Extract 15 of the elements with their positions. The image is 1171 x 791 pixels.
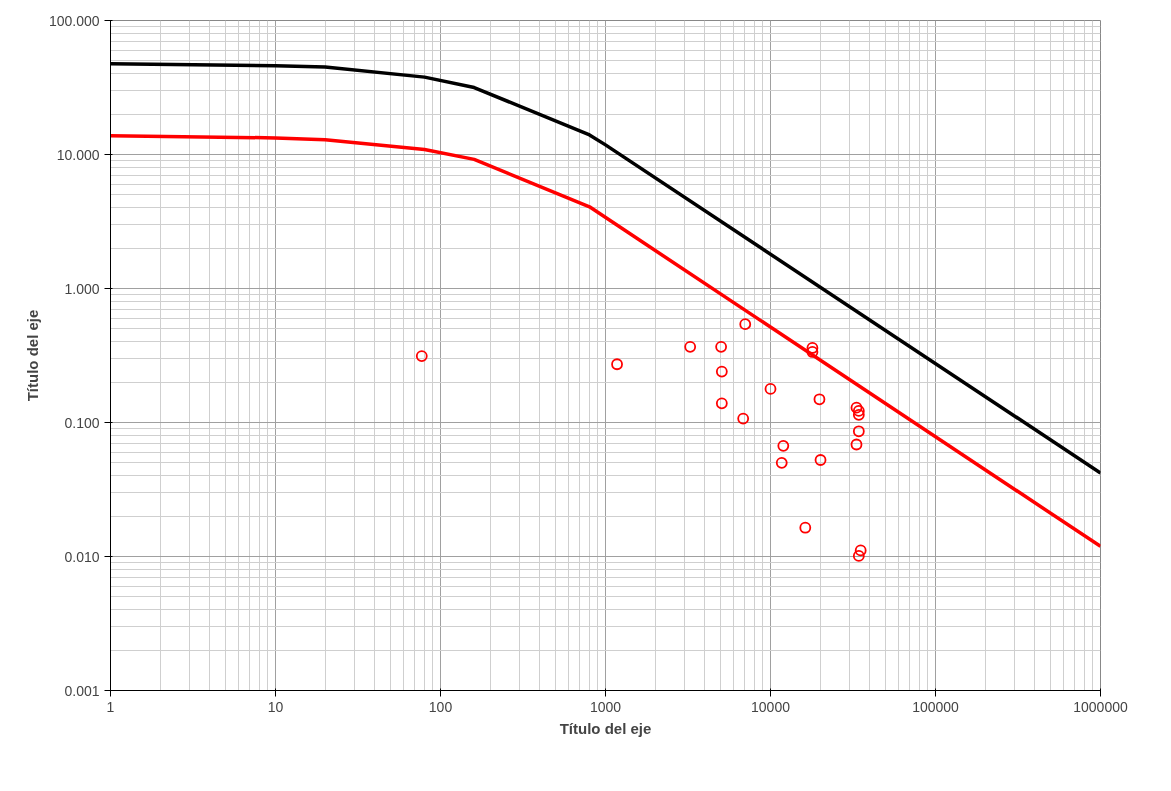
y-axis-title: Título del eje (23, 309, 41, 402)
y-tick-label: 10.000 (56, 146, 100, 163)
x-axis-title: Título del eje (559, 719, 652, 737)
x-tick-label: 1000 (589, 698, 622, 715)
x-tick-label: 1000000 (1073, 698, 1128, 715)
y-tick-label: 1.000 (64, 280, 100, 297)
y-tick-label: 0.001 (64, 682, 100, 699)
y-tick-label: 100.000 (48, 12, 100, 29)
x-tick-label: 10 (267, 698, 284, 715)
x-tick-label: 100000 (912, 698, 960, 715)
x-tick-label: 10000 (751, 698, 791, 715)
y-tick-label: 0.100 (64, 414, 100, 431)
x-tick-label: 100 (428, 698, 453, 715)
y-tick-label: 0.010 (64, 548, 100, 565)
x-tick-label: 1 (106, 698, 115, 715)
